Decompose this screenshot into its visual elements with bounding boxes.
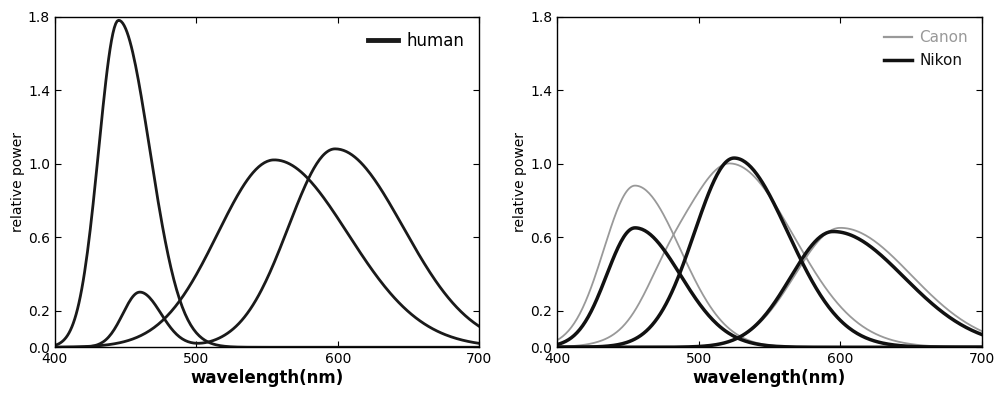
X-axis label: wavelength(nm): wavelength(nm) — [693, 369, 846, 387]
Y-axis label: relative power: relative power — [11, 132, 25, 232]
Legend: Canon, Nikon: Canon, Nikon — [878, 24, 974, 74]
Y-axis label: relative power: relative power — [513, 132, 527, 232]
Legend: human: human — [361, 25, 471, 56]
X-axis label: wavelength(nm): wavelength(nm) — [190, 369, 344, 387]
